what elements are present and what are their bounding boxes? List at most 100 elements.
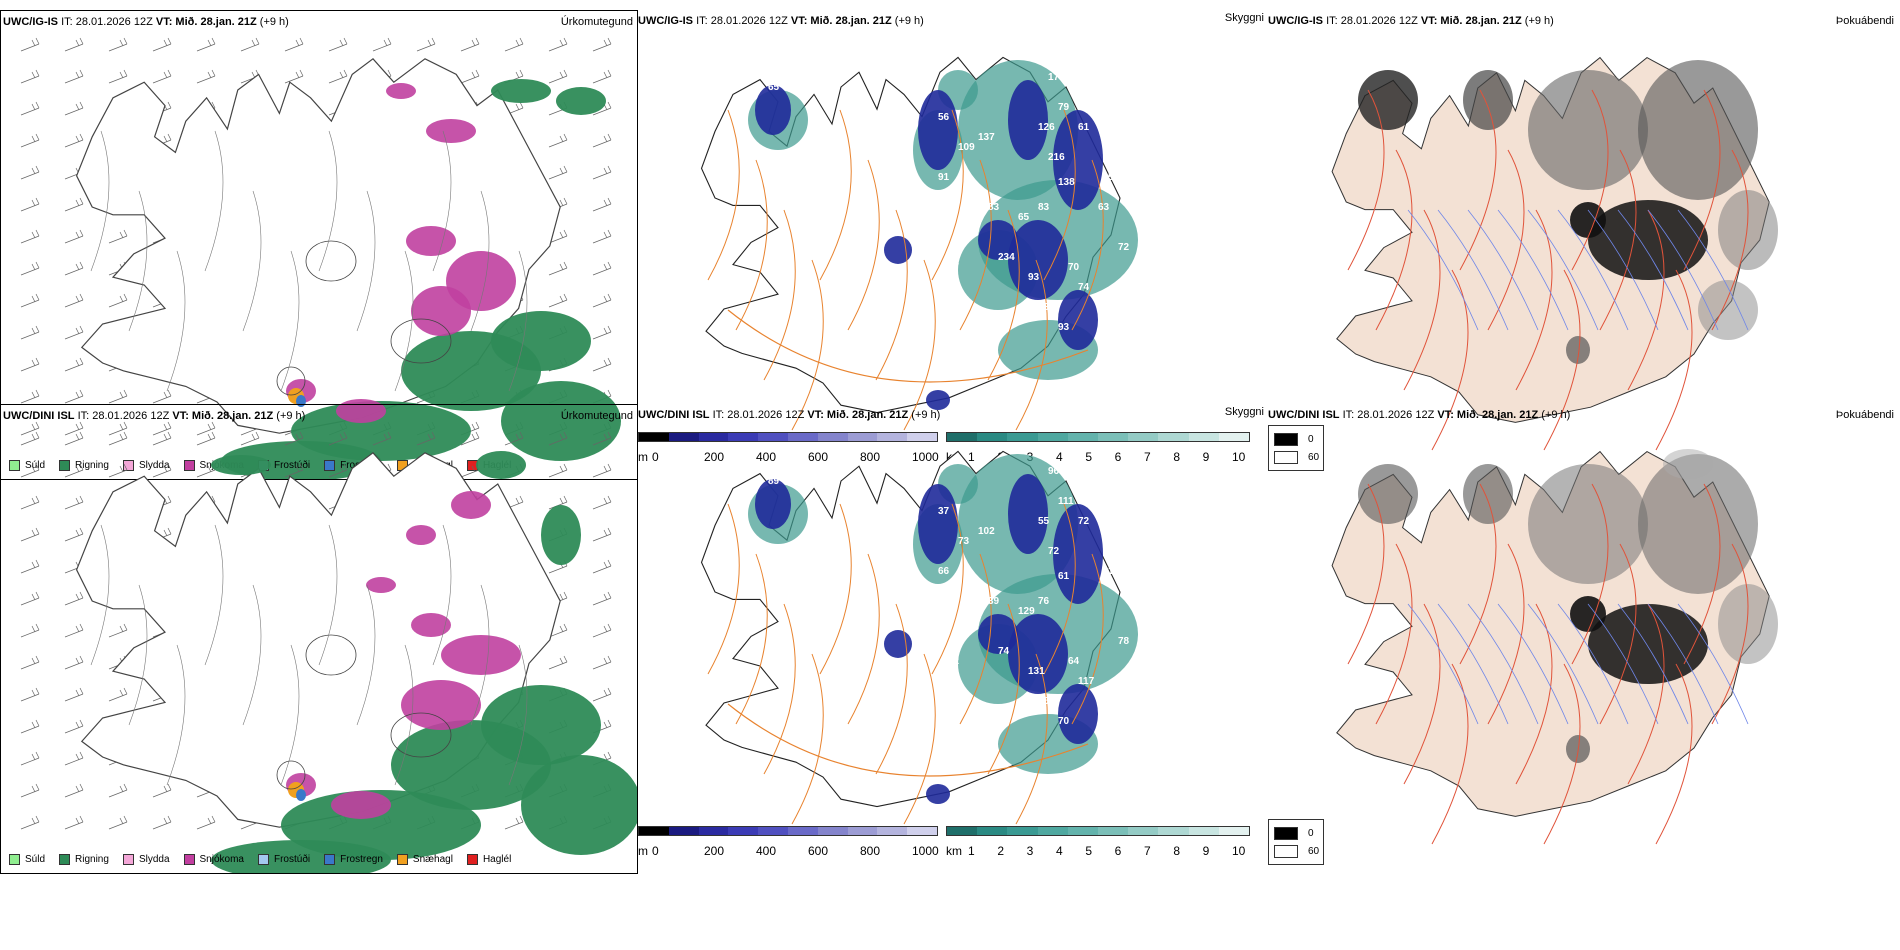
fog-legend-swatch [1274,826,1298,840]
vis-colorbar-segment [1037,433,1068,441]
legend-item-rigning: Rigning [59,460,109,471]
precip-legend: Súld Rigning Slydda Snjókoma Frostúði Frostre… [9,854,525,865]
visibility-label: 128 [1098,506,1115,517]
vis-colorbar-segment [1128,433,1159,441]
visibility-label: 72 [1048,546,1060,557]
vis-colorbar-segment [1067,827,1099,835]
ceiling-colorbar-tick: 0 [652,450,659,464]
visibility-map[interactable]: 75 89 37 73 66 102 96 77 111 128 55 72 48 72 106 61 76 52… [638,404,1268,874]
legend-swatch [257,854,269,865]
fog-title: Þokuábendi [1835,409,1894,421]
ceiling-colorbar-tick: 200 [704,844,725,858]
visibility-label: 93 [1058,322,1070,333]
fog-index-map[interactable]: UWC/IG-IS IT: 28.01.2026 12Z VT: Mið. 28… [1268,10,1900,480]
vis-colorbar-segment [1098,827,1129,835]
visibility-label: 61 [938,806,950,817]
ceiling-colorbar-tick: 1000 [912,844,939,858]
visibility-label: 91 [938,172,950,183]
legend-item-snæhagl: Snæhagl [396,854,453,865]
visibility-label: 58 [1108,172,1120,183]
visibility-label: 70 [1068,262,1080,273]
visibility-label: 65 [1018,212,1030,223]
ceiling-colorbar-segment [758,433,788,441]
vis-colorbar-tick: 10 [1232,450,1246,464]
fog-legend-label: 0 [1308,433,1314,445]
visibility-label: 145 [1098,112,1115,123]
visibility-label: 64 [1068,656,1080,667]
vis-colorbar-tick: 8 [1173,844,1181,858]
vis-colorbar-tick: 1 [968,450,975,464]
legend-item-snjókoma: Snjókoma [183,854,244,865]
visibility-label: 37 [938,506,950,517]
visibility-label: 48 [1108,546,1120,557]
visibility-label: 70 [1058,716,1070,727]
visibility-label: 106 [1108,566,1125,577]
legend-item-slydda: Slydda [122,460,170,471]
legend-label: Haglél [482,854,512,865]
visibility-colorbar [946,826,1250,836]
legend-label: Súld [25,854,46,865]
precip-type-map[interactable]: UWC/IG-IS IT: 28.01.2026 12Z VT: Mið. 28… [0,10,638,480]
fog-index-map[interactable]: UWC/DINI ISL IT: 28.01.2026 12Z VT: Mið.… [1268,404,1900,874]
visibility-label: 74 [998,646,1010,657]
fog-map-canvas [1331,449,1778,845]
visibility-label: 234 [998,252,1015,263]
visibility-label: 76 [1038,596,1050,607]
legend-label: Rigning [75,460,109,471]
vis-colorbar-segment [1158,827,1189,835]
vis-colorbar-segment [1098,433,1129,441]
legend-swatch [122,460,134,471]
vis-colorbar-segment [1037,827,1068,835]
visibility-label: 83 [988,202,1000,213]
legend-swatch [466,854,478,865]
fog-legend-label: 60 [1308,845,1320,857]
visibility-map[interactable]: 73 65 56 109 91 137 173 120 79 145 126 61 117 216 58 13… [638,10,1268,480]
ceiling-colorbar [638,826,938,836]
legend-swatch [324,854,336,865]
ceiling-colorbar-segment [817,827,848,835]
visibility-label: 79 [1058,102,1070,113]
visibility-label: 109 [958,142,975,153]
visibility-title: Skyggni [1224,406,1264,418]
visibility-label: 163 [1038,696,1055,707]
vis-colorbar-tick: 4 [1056,450,1063,464]
fog-header: UWC/DINI ISL IT: 28.01.2026 12Z VT: Mið.… [1268,409,1571,421]
vis-colorbar-unit: km [946,844,962,858]
legend-label: Snæhagl [412,854,453,865]
fog-legend-swatch [1274,432,1298,446]
vis-colorbar-tick: 9 [1202,450,1210,464]
visibility-header: UWC/IG-IS IT: 28.01.2026 12Z VT: Mið. 28… [638,15,924,27]
vis-colorbar-tick: 1 [968,844,975,858]
vis-colorbar-segment [947,827,978,835]
ceiling-colorbar-segment [907,433,937,441]
fog-legend: 0 60 [1268,425,1324,471]
visibility-label: 96 [1048,466,1060,477]
visibility-label: 111 [1058,496,1074,507]
ceiling-colorbar-segment [847,433,878,441]
ceiling-colorbar-tick: 400 [756,844,777,858]
precip-header: UWC/DINI ISL IT: 28.01.2026 12Z VT: Mið.… [3,410,306,422]
vis-colorbar-segment [977,433,1008,441]
vis-colorbar-tick: 3 [1026,844,1034,858]
vis-colorbar-segment [1218,827,1250,835]
legend-item-súld: Súld [9,854,45,865]
visibility-map-canvas: 73 65 56 109 91 137 173 120 79 145 126 61 117 216 58 13… [700,56,1138,431]
visibility-label: 129 [1018,606,1035,617]
visibility-label: 56 [738,496,750,507]
vis-colorbar-segment [977,827,1008,835]
precip-type-map[interactable]: UWC/DINI ISL IT: 28.01.2026 12Z VT: Mið.… [0,404,638,874]
legend-label: Frostregn [340,854,383,865]
vis-colorbar-segment [1188,433,1219,441]
fog-legend-item: 0 [1274,824,1323,842]
legend-label: Súld [25,460,46,471]
visibility-label: 12 [738,102,750,113]
visibility-label: 93 [1028,272,1040,283]
ceiling-colorbar-segment [668,827,699,835]
fog-legend-label: 0 [1308,827,1314,839]
visibility-label: 83 [1038,202,1050,213]
fog-legend-label: 60 [1308,451,1320,463]
visibility-label: 39 [988,596,1000,607]
vis-colorbar-segment [1158,433,1189,441]
visibility-label: 38 [938,412,950,423]
